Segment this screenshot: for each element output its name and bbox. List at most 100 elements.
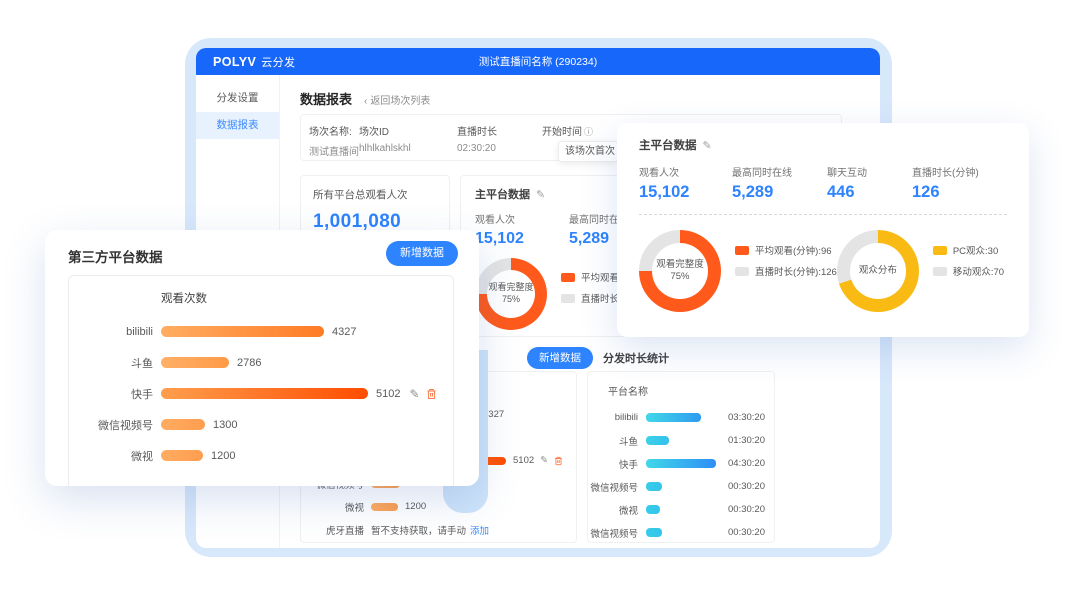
manual-add-link[interactable]: 添加 xyxy=(470,525,490,537)
total-views-card: 所有平台总观看人次 1,001,080 xyxy=(300,175,450,249)
start-time-tooltip: 该场次首次 xyxy=(558,141,618,162)
add-data-button[interactable]: 新增数据 xyxy=(527,347,593,369)
sidebar-item[interactable]: 数据报表 xyxy=(196,112,279,139)
back-to-sessions-link[interactable]: ‹ 返回场次列表 xyxy=(364,92,430,107)
stat-value: 15,102 xyxy=(475,230,524,247)
duration-value: 00:30:20 xyxy=(728,481,765,492)
field-label: 场次名称: xyxy=(309,127,352,138)
delete-icon[interactable] xyxy=(554,456,563,466)
info-icon[interactable]: ⓘ xyxy=(584,127,594,137)
stat-block: 观看人次 15,102 xyxy=(475,211,569,248)
bar-value: 1200 xyxy=(405,501,427,512)
stat-value: 5,289 xyxy=(732,183,774,201)
polyv-logo: POLYV 云分发 xyxy=(213,54,295,70)
stat-block: 直播时长(分钟) 126 xyxy=(912,164,979,202)
stat-label: 最高同时在线 xyxy=(732,168,792,179)
completion-donut-group: 观看完整度 75% 平均观看(分钟):96 直播时长(分钟):126 xyxy=(639,230,837,312)
platform-label: 虎牙直播 xyxy=(325,525,364,537)
session-info-field: 场次ID hlhlkahlskhl xyxy=(359,123,457,160)
views-row: 微视 1200 xyxy=(69,440,453,471)
session-info-field: 直播时长 02:30:20 xyxy=(457,123,542,160)
duration-value: 00:30:20 xyxy=(728,504,765,515)
legend-swatch xyxy=(932,266,947,276)
delete-icon[interactable] xyxy=(426,388,437,400)
chart-title: 观看次数 xyxy=(161,293,207,305)
sidebar-item-label: 分发设置 xyxy=(216,92,259,104)
main-platform-data-card: 主平台数据 ✎ 观看人次 15,102 最高同时在线 5,289 聊天互动 446… xyxy=(617,123,1029,337)
window-title: 测试直播间名称 (290234) xyxy=(478,56,598,68)
edit-icon[interactable]: ✎ xyxy=(540,455,549,466)
card-title: 第三方平台数据 xyxy=(68,250,163,265)
stat-label: 最高同时在线 xyxy=(569,215,629,226)
edit-icon[interactable]: ✎ xyxy=(409,386,420,401)
legend-swatch xyxy=(561,272,575,282)
duration-row: 微信视频号 00:30:20 xyxy=(588,475,774,498)
duration-value: 04:30:20 xyxy=(728,458,765,469)
donut-center-value: 75% xyxy=(670,271,690,282)
bar-value: 4327 xyxy=(332,325,357,338)
stat-label: 直播时长(分钟) xyxy=(912,168,979,179)
donut-center-label: 观看完整度 xyxy=(656,258,704,270)
views-row: 微信视频号 1300 xyxy=(69,409,453,440)
stat-value: 5,289 xyxy=(569,230,610,247)
back-link-label: 返回场次列表 xyxy=(370,96,431,107)
legend-label: 平均观看(分钟):96 xyxy=(755,246,832,257)
audience-donut-group: 观众分布 PC观众:30 移动观众:70 xyxy=(836,230,1007,312)
duration-row: 微信视频号 00:30:20 xyxy=(588,521,774,544)
card-title: 主平台数据 xyxy=(639,140,697,152)
platform-label: 微信视频号 xyxy=(590,482,638,494)
completion-donut-chart: 观看完整度 75% xyxy=(475,258,547,330)
legend-item: 平均观看(分钟):96 xyxy=(735,243,837,257)
page-title: 数据报表 xyxy=(300,92,353,107)
chart-title: 平台名称 xyxy=(608,387,648,398)
logo-text: POLYV xyxy=(213,54,257,69)
field-label: 开始时间 xyxy=(542,127,582,138)
bar xyxy=(646,505,660,514)
legend-label: 移动观众:70 xyxy=(952,267,1005,278)
platform-label: 微信视频号 xyxy=(98,419,153,432)
session-info-start-field: 开始时间 ⓘ xyxy=(542,123,593,160)
platform-label: 斗鱼 xyxy=(131,357,153,370)
duration-chart-panel: 平台名称 bilibili 03:30:20 斗鱼 01:30:20 快手 xyxy=(587,371,775,543)
add-data-button[interactable]: 新增数据 xyxy=(386,241,458,266)
stat-block: 聊天互动 446 xyxy=(827,164,912,202)
bar-value: 5102 xyxy=(513,455,535,466)
donut-center-label: 观看完整度 xyxy=(488,282,534,293)
bar-value: 4327 xyxy=(483,409,505,420)
bar xyxy=(646,482,662,491)
platform-label: 斗鱼 xyxy=(618,436,638,448)
bar xyxy=(646,528,662,537)
bar xyxy=(161,450,203,461)
donut-center-label: 观众分布 xyxy=(858,264,897,276)
duration-value: 01:30:20 xyxy=(728,435,765,446)
legend-item: 移动观众:70 xyxy=(932,264,1005,278)
field-value: 测试直播间 xyxy=(309,147,359,158)
legend-swatch xyxy=(735,266,749,276)
bar-value: 1200 xyxy=(211,449,236,462)
edit-icon[interactable]: ✎ xyxy=(536,189,546,201)
donut-center-value: 75% xyxy=(501,294,520,304)
sidebar-item[interactable]: 分发设置 xyxy=(196,85,279,112)
bar xyxy=(161,419,205,430)
views-row: 快手 5102 ✎ xyxy=(69,378,453,409)
duration-row: bilibili 03:30:20 xyxy=(588,406,774,429)
bar xyxy=(161,388,368,399)
platform-label: 快手 xyxy=(131,388,153,401)
stat-block: 最高同时在线 5,289 xyxy=(569,211,663,248)
views-row: 微视 1200 xyxy=(301,495,576,518)
edit-icon[interactable]: ✎ xyxy=(702,140,712,152)
duration-value: 00:30:20 xyxy=(728,527,765,538)
legend-label: PC观众:30 xyxy=(952,246,999,257)
platform-label: 微视 xyxy=(344,502,364,514)
stat-value: 15,102 xyxy=(639,183,690,201)
duration-value: 03:30:20 xyxy=(728,412,765,423)
stat-label: 聊天互动 xyxy=(827,168,867,179)
bar-value: 1300 xyxy=(213,418,238,431)
legend-swatch xyxy=(735,245,749,255)
chevron-left-icon: ‹ xyxy=(364,96,368,107)
views-row: 斗鱼 2786 xyxy=(69,347,453,378)
field-value: hlhlkahlskhl xyxy=(359,143,411,154)
session-info-field: 场次名称: 测试直播间 xyxy=(309,123,359,160)
bar-value: 2786 xyxy=(237,356,262,369)
legend-swatch xyxy=(561,293,575,303)
